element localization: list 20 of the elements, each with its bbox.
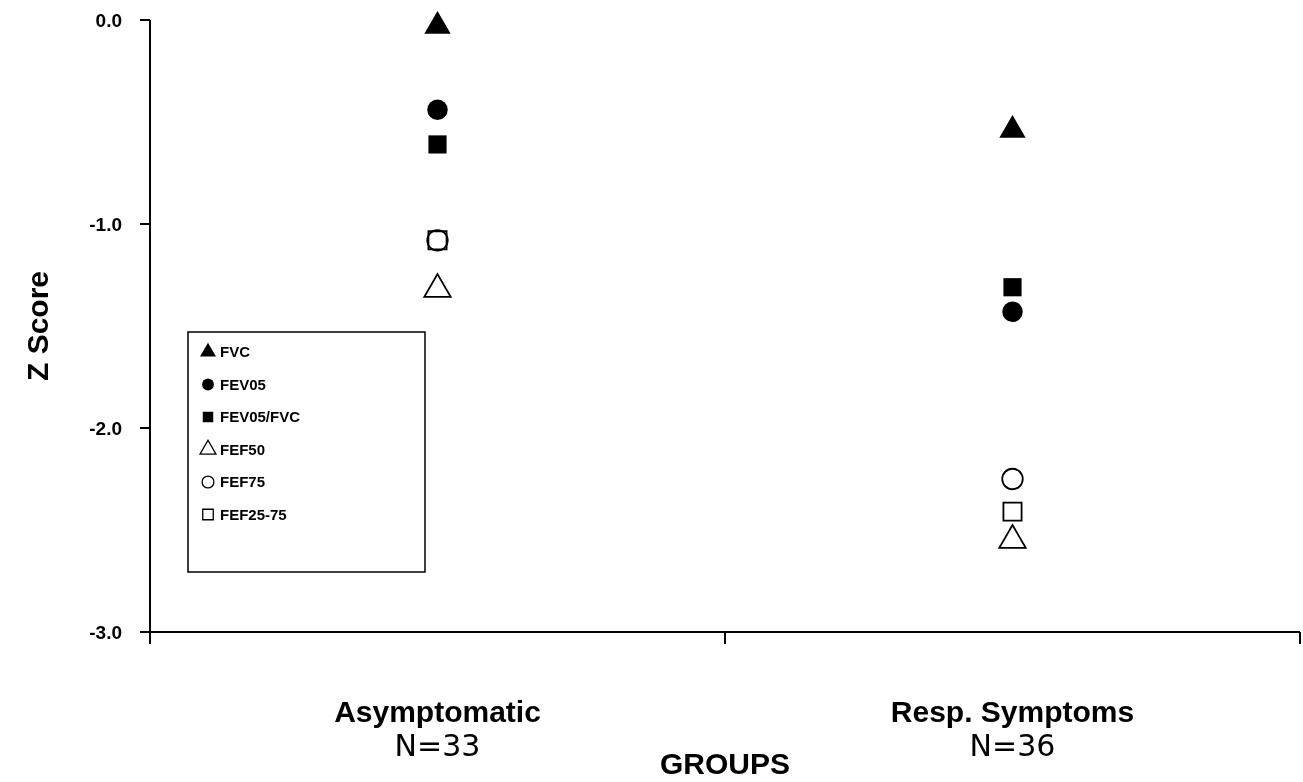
legend-label: FVC <box>220 343 251 361</box>
legend-label: FEF50 <box>220 440 266 458</box>
point <box>1003 278 1022 297</box>
x-tick-label: Asymptomatic N=33 <box>334 695 541 763</box>
point <box>1001 467 1024 491</box>
point <box>427 99 448 120</box>
point <box>428 135 447 154</box>
point <box>1002 301 1023 322</box>
legend-label: FEV05/FVC <box>220 408 301 426</box>
y-tick-label: 0.0 <box>95 9 122 31</box>
y-tick-label: -3.0 <box>89 621 122 643</box>
y-tick-label: -2.0 <box>89 417 122 439</box>
point <box>1002 501 1023 522</box>
y-tick-label: -1.0 <box>89 213 122 235</box>
legend-label: FEF25-75 <box>220 505 287 523</box>
legend-label: FEF75 <box>220 473 266 491</box>
x-axis-title: GROUPS <box>659 747 791 780</box>
x-tick-label: Resp. Symptoms N=36 <box>890 695 1135 763</box>
legend-label: FEV05 <box>220 375 266 393</box>
y-axis-title: Z Score <box>21 270 54 382</box>
